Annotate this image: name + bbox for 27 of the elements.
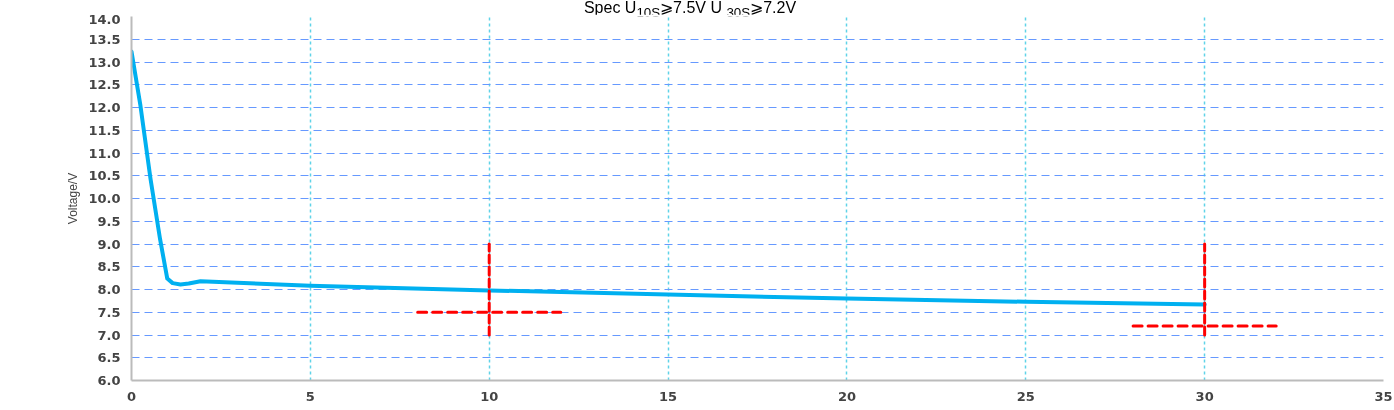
x-tick-label: 5 (305, 388, 315, 404)
y-tick-label: 7.5 (97, 304, 121, 320)
y-tick-label: 12.5 (88, 77, 121, 93)
y-tick-label: 13.0 (88, 54, 121, 70)
line-series (131, 49, 1207, 307)
y-tick-label: 6.0 (97, 373, 121, 388)
x-tick-label: 20 (837, 388, 856, 404)
x-tick-label: 25 (1016, 388, 1035, 404)
y-tick-label: 7.0 (97, 327, 121, 343)
y-tick-label: 9.5 (97, 213, 121, 229)
y-tick-label: 10.5 (88, 168, 121, 184)
y-tick-label: 14.0 (88, 11, 121, 27)
y-axis-title: Voltage/V (66, 172, 81, 225)
y-tick-label: 13.5 (88, 31, 121, 47)
y-tick-label: 8.5 (97, 259, 121, 275)
x-tick-label: 35 (1374, 388, 1393, 404)
x-tick-label: 10 (480, 388, 499, 404)
x-tick-label: 15 (659, 388, 678, 404)
x-tick-label: 0 (126, 388, 137, 404)
y-tick-label: 11.0 (88, 145, 121, 161)
y-tick-label: 9.0 (97, 236, 121, 252)
y-tick-label: 11.5 (88, 122, 121, 138)
x-tick-label: 30 (1195, 388, 1214, 404)
y-tick-label: 12.0 (88, 100, 121, 115)
y-tick-label: 6.5 (97, 350, 121, 366)
y-tick-label: 10.0 (88, 191, 121, 206)
y-tick-label: 8.0 (97, 282, 121, 297)
